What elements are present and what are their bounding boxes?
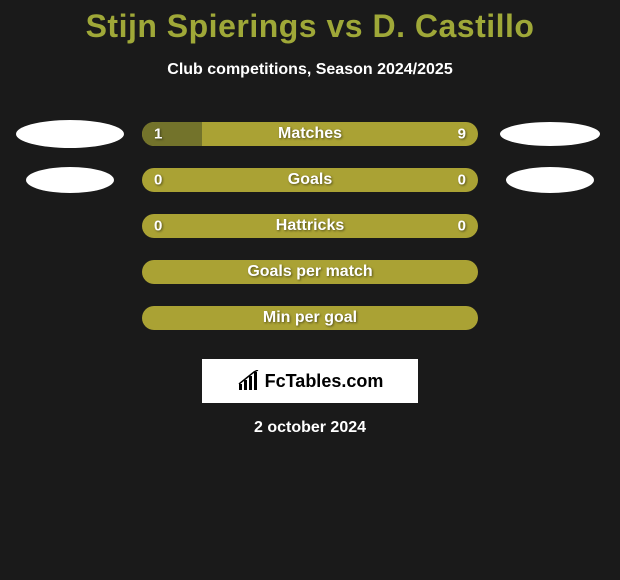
player-ellipse-right: [500, 122, 600, 146]
stat-value-right: 9: [458, 126, 466, 143]
stats-chart: 1 Matches 9 0 Goals 0 0 Hattricks 0 Goals per mat…: [0, 111, 620, 341]
stat-label: Hattricks: [276, 217, 344, 235]
chart-icon: [237, 370, 259, 392]
stat-row: 0 Goals 0: [10, 157, 610, 203]
stat-label: Goals: [288, 171, 332, 189]
player-ellipse-left: [26, 167, 114, 193]
stat-value-right: 0: [458, 218, 466, 235]
logo-text: FcTables.com: [265, 371, 384, 392]
logo-block: FcTables.com: [202, 359, 418, 403]
stat-bar: 1 Matches 9: [142, 122, 478, 146]
stat-bar: 0 Hattricks 0: [142, 214, 478, 238]
stat-bar: Goals per match: [142, 260, 478, 284]
stat-row: Goals per match: [10, 249, 610, 295]
stat-bar: 0 Goals 0: [142, 168, 478, 192]
stat-label: Goals per match: [247, 263, 372, 281]
stat-value-left: 1: [154, 126, 162, 143]
stat-row: 1 Matches 9: [10, 111, 610, 157]
page-title: Stijn Spierings vs D. Castillo: [0, 0, 620, 45]
stat-value-left: 0: [154, 172, 162, 189]
date-text: 2 october 2024: [0, 419, 620, 437]
stat-row: 0 Hattricks 0: [10, 203, 610, 249]
stat-value-left: 0: [154, 218, 162, 235]
stat-label: Min per goal: [263, 309, 357, 327]
player-ellipse-left: [16, 120, 124, 148]
stat-bar-fill: [142, 122, 202, 146]
stat-label: Matches: [278, 125, 342, 143]
stat-row: Min per goal: [10, 295, 610, 341]
subtitle: Club competitions, Season 2024/2025: [0, 61, 620, 79]
stat-value-right: 0: [458, 172, 466, 189]
stat-bar: Min per goal: [142, 306, 478, 330]
player-ellipse-right: [506, 167, 594, 193]
